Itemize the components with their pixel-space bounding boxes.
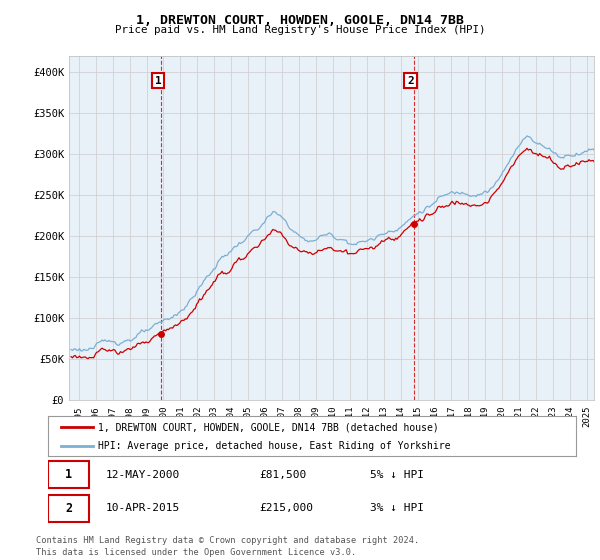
Text: 2: 2 (65, 502, 72, 515)
Text: HPI: Average price, detached house, East Riding of Yorkshire: HPI: Average price, detached house, East… (98, 441, 451, 451)
Text: £81,500: £81,500 (259, 470, 307, 480)
Text: 5% ↓ HPI: 5% ↓ HPI (370, 470, 424, 480)
Text: Contains HM Land Registry data © Crown copyright and database right 2024.: Contains HM Land Registry data © Crown c… (36, 536, 419, 545)
Text: 3% ↓ HPI: 3% ↓ HPI (370, 503, 424, 513)
Text: £215,000: £215,000 (259, 503, 313, 513)
Text: Price paid vs. HM Land Registry's House Price Index (HPI): Price paid vs. HM Land Registry's House … (115, 25, 485, 35)
Text: 1, DREWTON COURT, HOWDEN, GOOLE, DN14 7BB: 1, DREWTON COURT, HOWDEN, GOOLE, DN14 7B… (136, 14, 464, 27)
Text: 10-APR-2015: 10-APR-2015 (106, 503, 181, 513)
Text: 2: 2 (407, 76, 414, 86)
Text: 1: 1 (65, 468, 72, 481)
Text: This data is licensed under the Open Government Licence v3.0.: This data is licensed under the Open Gov… (36, 548, 356, 557)
Text: 1: 1 (155, 76, 161, 86)
Text: 1, DREWTON COURT, HOWDEN, GOOLE, DN14 7BB (detached house): 1, DREWTON COURT, HOWDEN, GOOLE, DN14 7B… (98, 422, 439, 432)
Text: 12-MAY-2000: 12-MAY-2000 (106, 470, 181, 480)
FancyBboxPatch shape (48, 461, 89, 488)
FancyBboxPatch shape (48, 494, 89, 522)
